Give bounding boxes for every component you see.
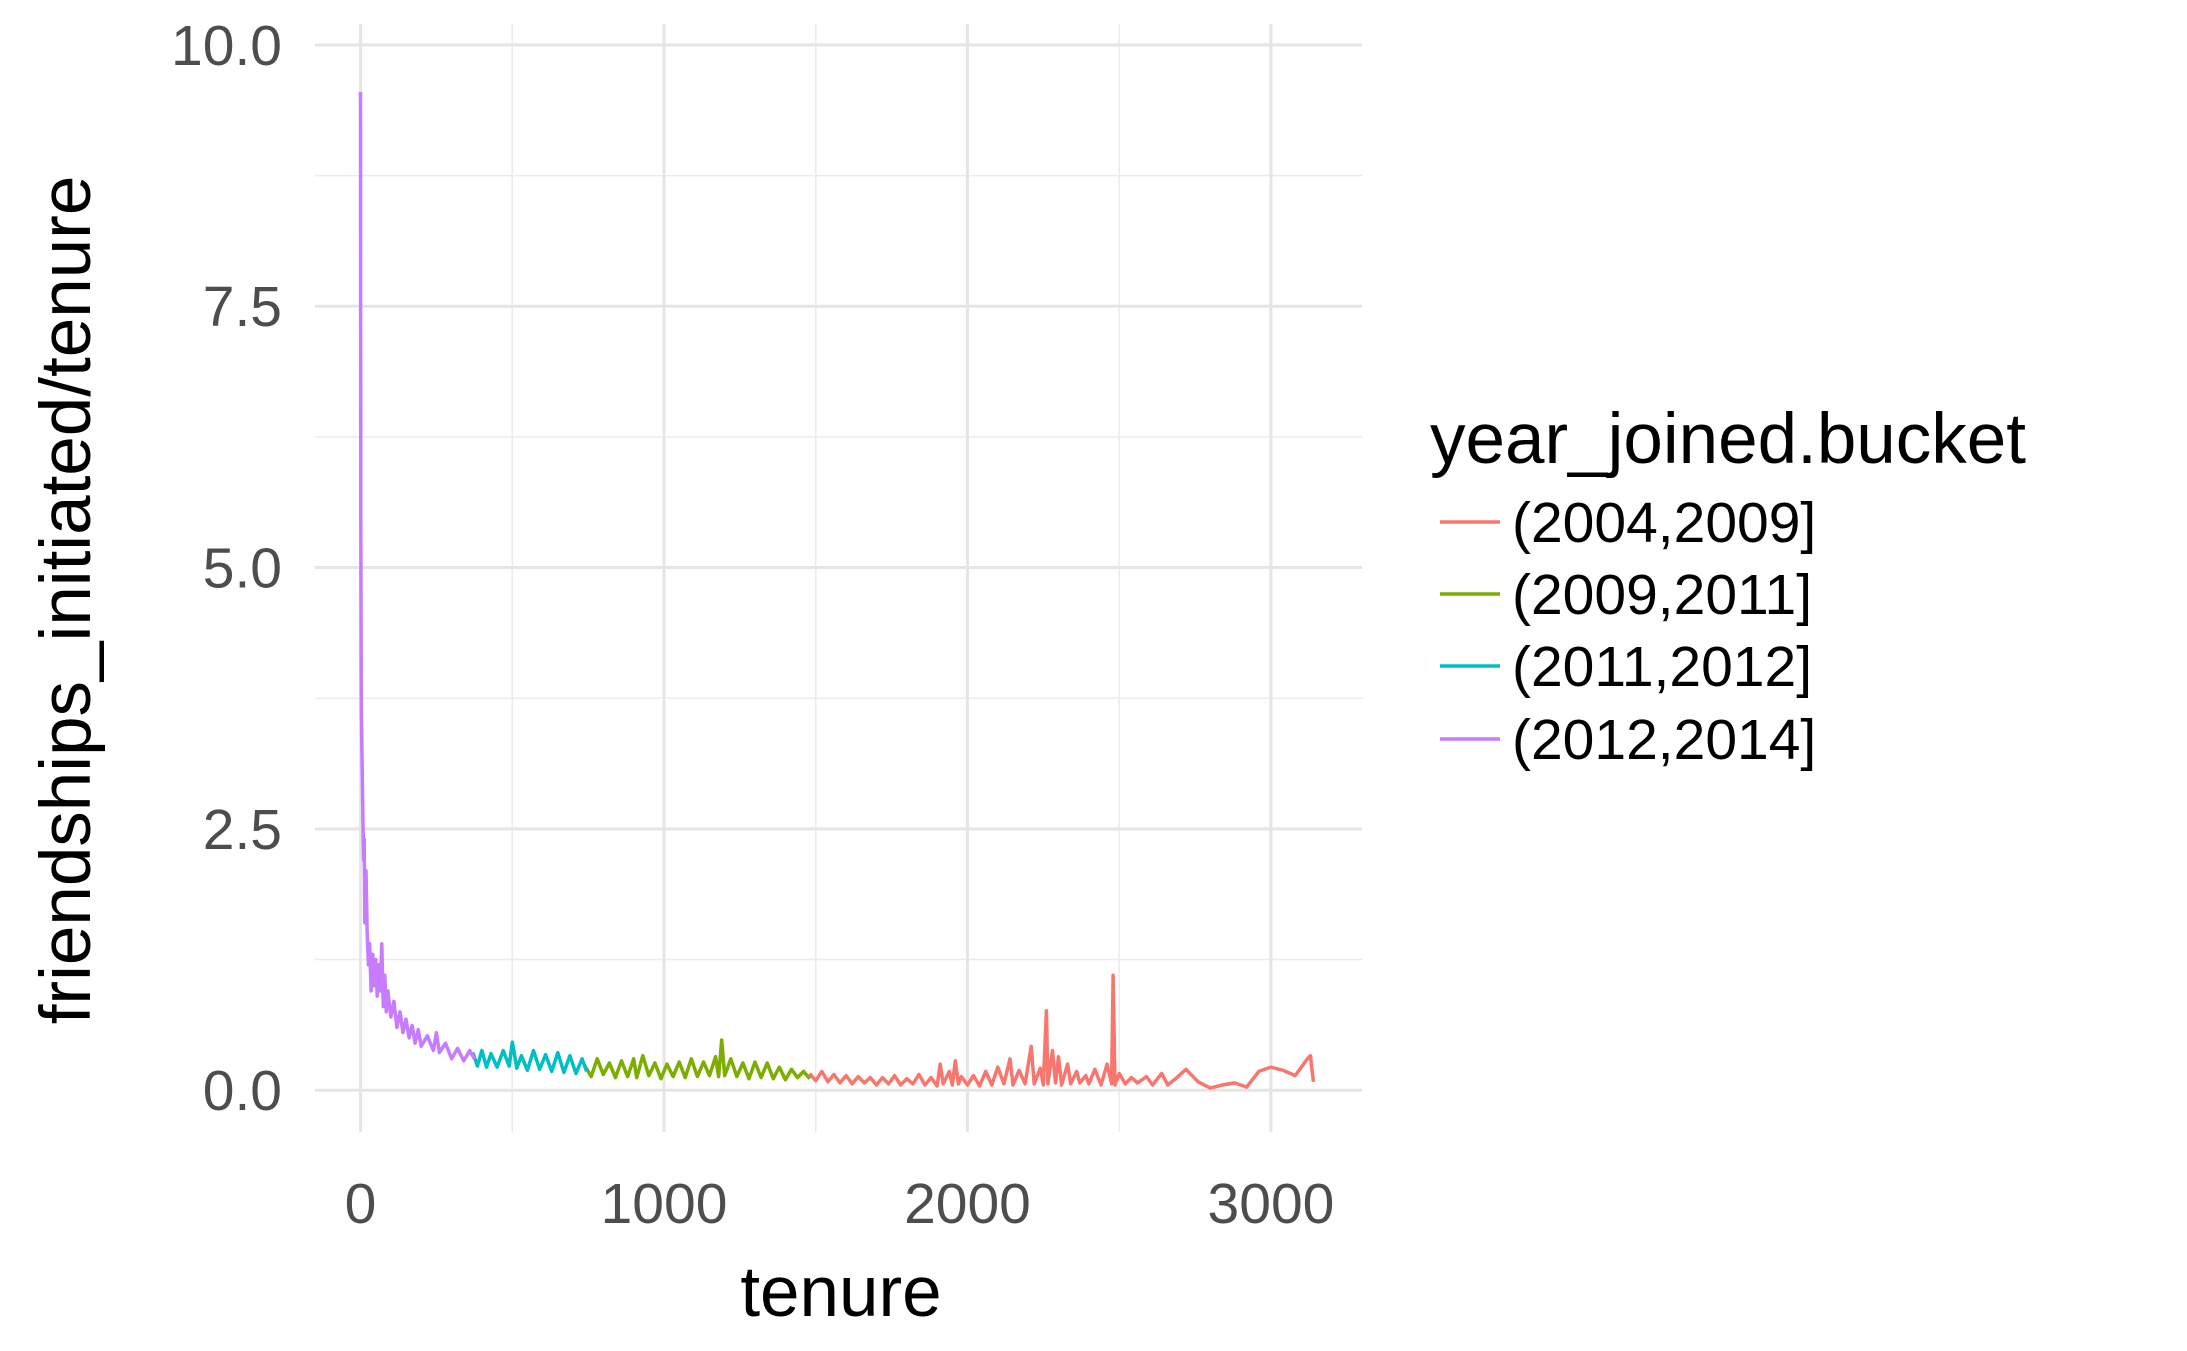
legend-title: year_joined.bucket <box>1430 400 2026 479</box>
y-tick-label: 0.0 <box>203 1059 282 1123</box>
grid-lines <box>315 24 1362 1132</box>
legend-label: (2012,2014] <box>1512 708 1816 772</box>
x-tick-label: 3000 <box>1208 1172 1335 1236</box>
series-line <box>471 1040 589 1076</box>
legend: year_joined.bucket (2004,2009] (2009,2011… <box>1430 400 2026 772</box>
legend-label: (2004,2009] <box>1512 491 1816 555</box>
legend-label: (2009,2011] <box>1512 563 1812 627</box>
legend-item: (2011,2012] <box>1440 635 1812 699</box>
y-tick-label: 10.0 <box>171 14 282 78</box>
legend-item: (2004,2009] <box>1440 491 1816 555</box>
x-axis-title: tenure <box>740 1253 941 1332</box>
y-tick-label: 2.5 <box>203 798 282 862</box>
y-axis-title: friendships_initiated/tenure <box>27 176 106 1025</box>
y-tick-label: 5.0 <box>203 537 282 601</box>
series-line <box>808 973 1316 1090</box>
series-line <box>583 1038 812 1082</box>
x-axis-tick-labels: 0 1000 2000 3000 <box>345 1172 1335 1236</box>
series-line <box>358 91 476 1063</box>
legend-label: (2011,2012] <box>1512 635 1812 699</box>
legend-items: (2004,2009] (2009,2011] (2011,2012] (2012,2… <box>1440 491 1816 772</box>
x-tick-label: 2000 <box>904 1172 1031 1236</box>
legend-item: (2012,2014] <box>1440 708 1816 772</box>
data-series-lines <box>358 91 1316 1090</box>
legend-item: (2009,2011] <box>1440 563 1812 627</box>
y-tick-label: 7.5 <box>203 275 282 339</box>
x-tick-label: 1000 <box>601 1172 728 1236</box>
x-tick-label: 0 <box>345 1172 377 1236</box>
y-axis-tick-labels: 0.0 2.5 5.0 7.5 10.0 <box>171 14 282 1123</box>
